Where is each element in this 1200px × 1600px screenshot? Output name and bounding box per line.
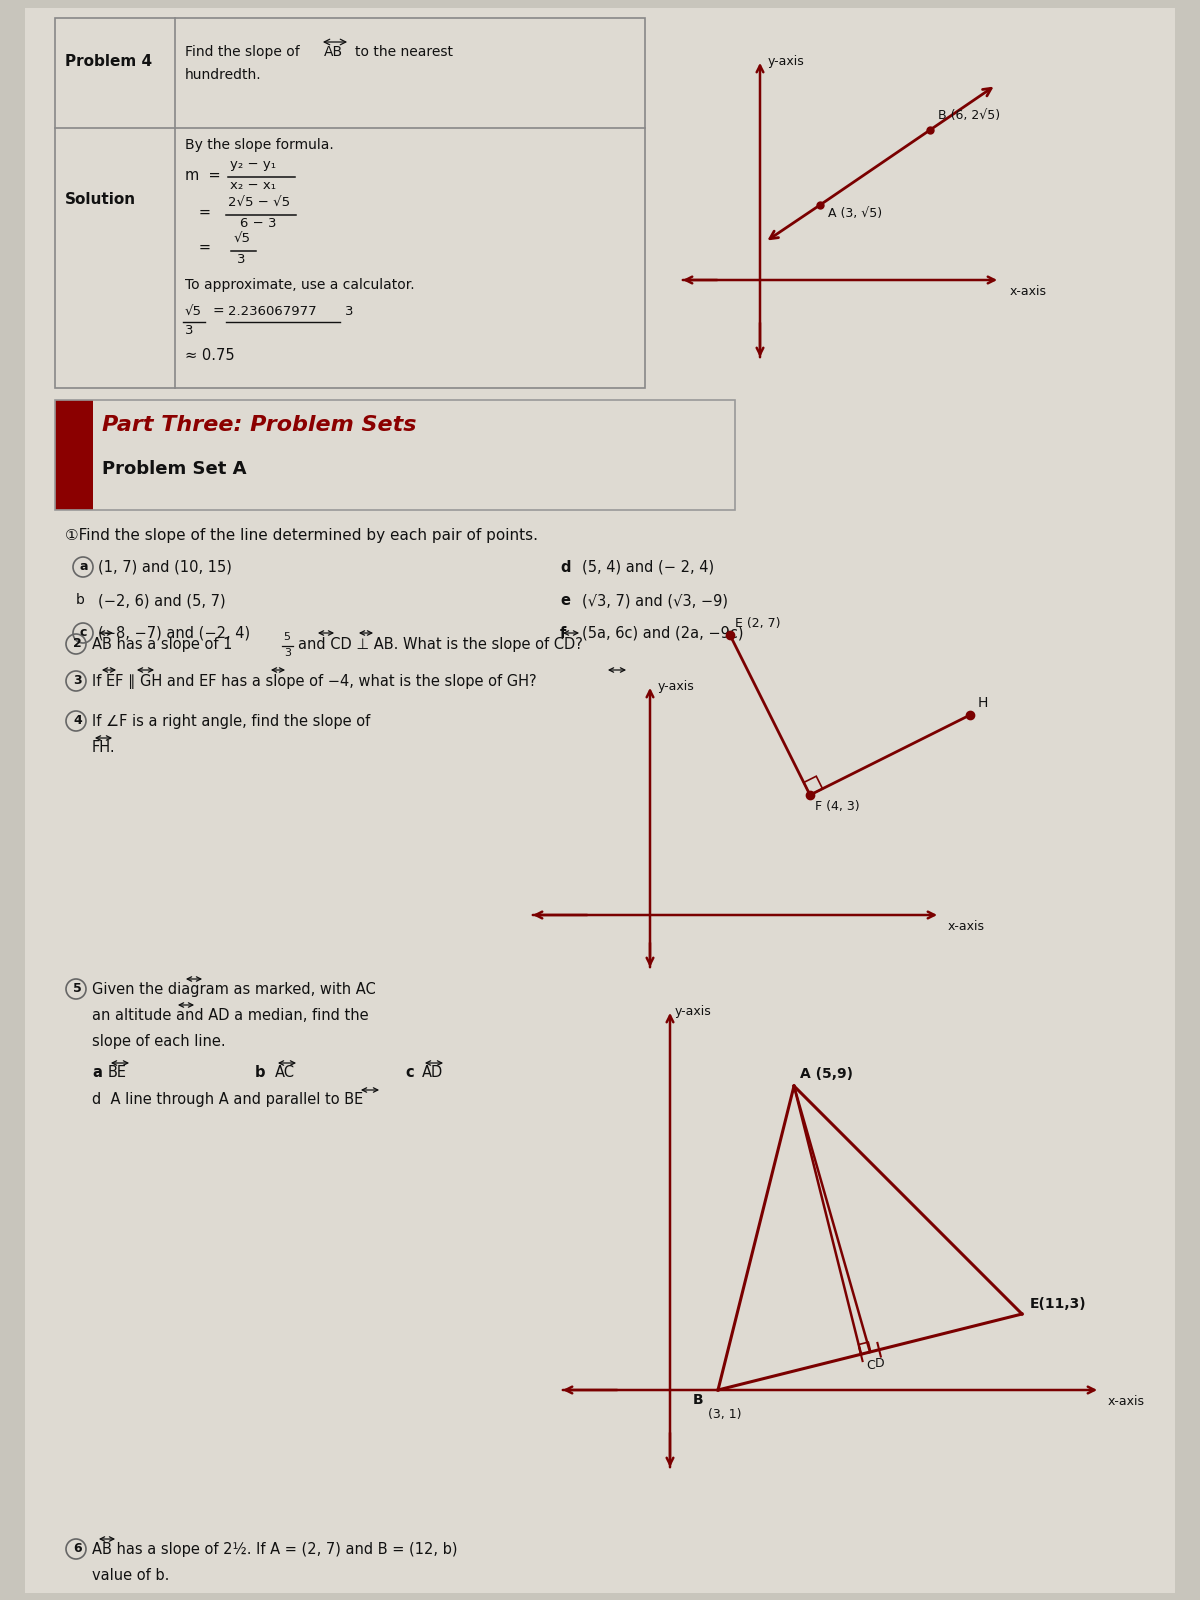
Text: Problem Set A: Problem Set A [102, 461, 246, 478]
Text: (1, 7) and (10, 15): (1, 7) and (10, 15) [98, 560, 232, 574]
Text: If EF ∥ GH and EF has a slope of −4, what is the slope of GH?: If EF ∥ GH and EF has a slope of −4, wha… [92, 674, 536, 690]
Text: a: a [92, 1066, 102, 1080]
Text: x-axis: x-axis [1108, 1395, 1145, 1408]
Text: E(11,3): E(11,3) [1030, 1298, 1087, 1310]
Text: (−8, −7) and (−2, 4): (−8, −7) and (−2, 4) [98, 626, 250, 642]
Text: AD: AD [422, 1066, 443, 1080]
Text: y-axis: y-axis [658, 680, 695, 693]
Text: 3: 3 [238, 253, 246, 266]
Text: 5: 5 [283, 632, 290, 642]
Text: y-axis: y-axis [768, 54, 805, 67]
Bar [55, 400, 734, 510]
Text: y₂ − y₁: y₂ − y₁ [230, 158, 276, 171]
Text: C: C [866, 1360, 875, 1373]
Text: If ∠F is a right angle, find the slope of: If ∠F is a right angle, find the slope o… [92, 714, 371, 730]
Text: f: f [560, 626, 566, 642]
Text: A (5,9): A (5,9) [800, 1067, 853, 1082]
Text: =: = [185, 240, 211, 254]
Text: slope of each line.: slope of each line. [92, 1034, 226, 1050]
Text: (√3, 7) and (√3, −9): (√3, 7) and (√3, −9) [582, 594, 728, 608]
Text: an altitude and AD a median, find the: an altitude and AD a median, find the [92, 1008, 368, 1022]
Text: d: d [560, 560, 570, 574]
Bar [55, 400, 94, 510]
Text: m  =: m = [185, 168, 221, 182]
Text: 6: 6 [73, 1542, 82, 1555]
Text: AC: AC [275, 1066, 295, 1080]
Text: c: c [79, 626, 86, 638]
Text: Solution: Solution [65, 192, 136, 208]
Text: B (6, 2√5): B (6, 2√5) [938, 109, 1000, 122]
Text: F (4, 3): F (4, 3) [815, 800, 859, 813]
Text: =: = [185, 205, 211, 219]
Text: c: c [406, 1066, 414, 1080]
Text: 5: 5 [73, 982, 82, 995]
Text: (5, 4) and (− 2, 4): (5, 4) and (− 2, 4) [582, 560, 714, 574]
Text: (5a, 6c) and (2a, −9c): (5a, 6c) and (2a, −9c) [582, 626, 744, 642]
Text: 3: 3 [284, 648, 292, 658]
Text: value of b.: value of b. [92, 1568, 169, 1582]
Text: √5: √5 [234, 232, 251, 245]
Bar [55, 18, 646, 387]
Text: (3, 1): (3, 1) [708, 1408, 742, 1421]
Text: Part Three: Problem Sets: Part Three: Problem Sets [102, 414, 416, 435]
Text: 6 − 3: 6 − 3 [240, 218, 276, 230]
Text: b: b [256, 1066, 265, 1080]
Text: E (2, 7): E (2, 7) [734, 618, 780, 630]
Text: AB has a slope of 2½. If A = (2, 7) and B = (12, b): AB has a slope of 2½. If A = (2, 7) and … [92, 1542, 457, 1557]
Text: 2√5 − √5: 2√5 − √5 [228, 195, 290, 210]
Text: and CD ⊥ AB. What is the slope of CD?: and CD ⊥ AB. What is the slope of CD? [298, 637, 583, 653]
Text: Find the slope of: Find the slope of [185, 45, 300, 59]
Text: a: a [79, 560, 88, 573]
Text: AB: AB [324, 45, 343, 59]
Text: FH.: FH. [92, 739, 115, 755]
Text: √5: √5 [185, 306, 202, 318]
Text: D: D [875, 1357, 884, 1370]
Text: 2.236067977: 2.236067977 [228, 306, 317, 318]
Text: To approximate, use a calculator.: To approximate, use a calculator. [185, 278, 415, 291]
Text: b: b [76, 594, 85, 606]
Text: y-axis: y-axis [674, 1005, 712, 1018]
Text: (−2, 6) and (5, 7): (−2, 6) and (5, 7) [98, 594, 226, 608]
Text: to the nearest: to the nearest [355, 45, 454, 59]
Text: x-axis: x-axis [948, 920, 985, 933]
Text: x₂ − x₁: x₂ − x₁ [230, 179, 276, 192]
Text: BE: BE [108, 1066, 127, 1080]
Text: 2: 2 [73, 637, 82, 650]
Text: 3: 3 [73, 674, 82, 686]
Text: d  A line through A and parallel to BE: d A line through A and parallel to BE [92, 1091, 364, 1107]
Text: ≈ 0.75: ≈ 0.75 [185, 349, 235, 363]
Text: By the slope formula.: By the slope formula. [185, 138, 334, 152]
Text: 3: 3 [346, 306, 354, 318]
Text: Given the diagram as marked, with AC: Given the diagram as marked, with AC [92, 982, 376, 997]
Text: hundredth.: hundredth. [185, 67, 262, 82]
Text: x-axis: x-axis [1010, 285, 1046, 298]
Text: B: B [694, 1394, 703, 1406]
Text: H: H [978, 696, 989, 710]
Text: ①Find the slope of the line determined by each pair of points.: ①Find the slope of the line determined b… [65, 528, 538, 542]
Text: 4: 4 [73, 714, 82, 726]
Text: A (3, √5): A (3, √5) [828, 206, 882, 219]
Text: =: = [212, 306, 223, 318]
Text: e: e [560, 594, 570, 608]
Text: AB has a slope of 1: AB has a slope of 1 [92, 637, 233, 653]
Text: Problem 4: Problem 4 [65, 54, 152, 69]
Text: 3: 3 [185, 323, 193, 338]
